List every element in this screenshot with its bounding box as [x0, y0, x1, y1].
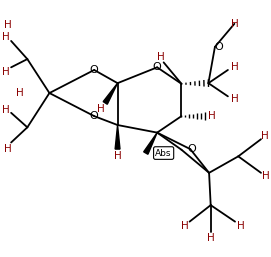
Text: O: O: [188, 144, 196, 154]
Text: H: H: [237, 221, 245, 231]
Polygon shape: [144, 133, 157, 154]
Text: H: H: [4, 21, 12, 31]
Text: H: H: [4, 144, 12, 154]
Polygon shape: [115, 125, 120, 149]
Text: O: O: [90, 65, 99, 75]
Text: H: H: [2, 32, 10, 42]
Text: H: H: [16, 88, 24, 98]
Text: H: H: [181, 221, 189, 231]
Text: O: O: [153, 62, 162, 72]
Text: H: H: [231, 94, 238, 104]
Text: Abs: Abs: [155, 149, 172, 158]
Text: H: H: [262, 171, 270, 181]
Text: H: H: [2, 105, 10, 115]
Text: H: H: [98, 104, 105, 114]
Text: O: O: [90, 111, 99, 121]
Text: H: H: [114, 151, 121, 161]
Text: H: H: [261, 131, 269, 141]
Text: H: H: [207, 233, 215, 243]
Polygon shape: [103, 83, 118, 104]
Text: H: H: [231, 62, 238, 72]
Text: H: H: [231, 19, 238, 29]
Text: H: H: [157, 52, 164, 62]
Text: O: O: [214, 42, 223, 52]
Text: H: H: [2, 67, 10, 77]
Text: H: H: [208, 111, 215, 121]
